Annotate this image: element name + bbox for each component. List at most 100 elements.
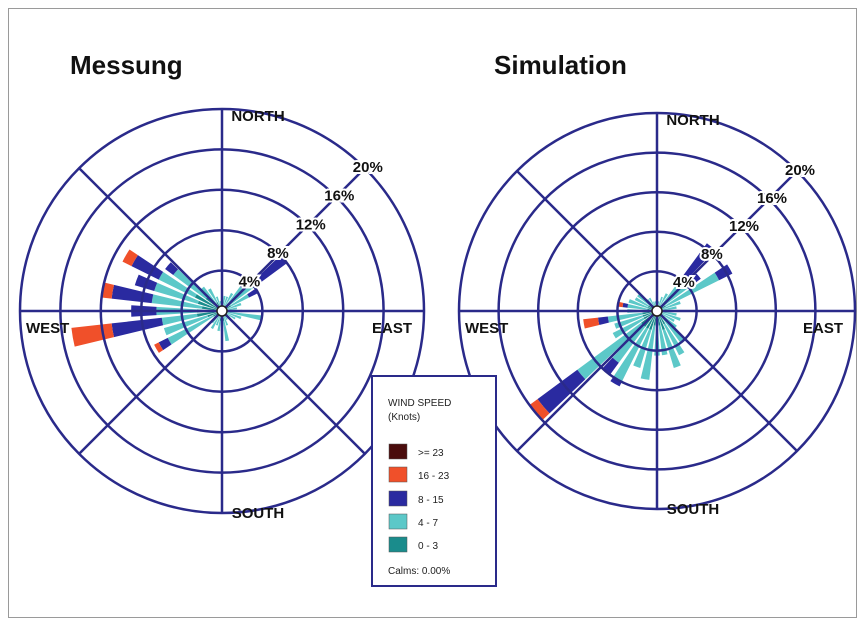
grid-labels: NORTH EAST SOUTH WEST 4% 8% 12% 16% 20%	[26, 108, 412, 522]
wind-bar-segment	[154, 282, 199, 304]
legend-swatch	[388, 466, 408, 483]
wind-bar-segment	[122, 249, 138, 267]
wind-bar-segment	[662, 279, 685, 304]
wind-bar-segment	[251, 255, 287, 287]
wind-bar-segment	[208, 288, 218, 303]
direction-label-west: WEST	[26, 320, 69, 337]
direction-label-west: WEST	[465, 320, 508, 337]
grid-spoke	[516, 310, 658, 452]
legend-label: 4 - 7	[418, 518, 438, 529]
grid-spoke	[221, 310, 366, 455]
wind-rose-messung: Messung NORTH EAST SOUTH WEST 4% 8% 12% …	[18, 50, 426, 522]
wind-bar-segment	[529, 399, 550, 421]
wind-bar-segment	[658, 325, 668, 356]
wind-bar-segment	[661, 306, 677, 311]
wind-bar-segment	[163, 315, 209, 336]
wind-bar-segment	[161, 313, 198, 326]
wind-bar-segment	[612, 325, 646, 363]
ring-label-16: 16%	[757, 190, 787, 207]
wind-bar-segment	[247, 288, 259, 298]
grid-spoke	[78, 167, 223, 312]
wind-bar-segment	[607, 312, 643, 323]
calm-center	[651, 305, 663, 317]
grid-spoke	[656, 310, 798, 452]
grid-spoke	[656, 170, 798, 312]
wind-bar-segment	[210, 315, 220, 330]
ring-label-16: 16%	[324, 188, 354, 205]
wind-bar-segment	[240, 274, 254, 290]
direction-label-south: SOUTH	[232, 505, 285, 522]
wind-bar-segment	[714, 264, 733, 281]
wind-bar-segment	[661, 301, 681, 310]
wind-bar-segment	[194, 294, 222, 311]
grid-labels: NORTH EAST SOUTH WEST 4% 8% 12% 16% 20%	[465, 112, 843, 518]
ring-label-20: 20%	[785, 162, 815, 179]
wind-bar-segment	[223, 315, 229, 326]
wind-bar-segment	[228, 286, 243, 304]
wind-bar-segment	[627, 304, 648, 310]
wind-bar-segment	[680, 243, 715, 283]
wind-bar-segment	[614, 315, 644, 329]
wind-bar-segment	[598, 316, 609, 325]
wind-bar-segment	[197, 300, 222, 311]
ring-label-4: 4%	[239, 273, 261, 290]
ring-label-8: 8%	[701, 246, 723, 263]
grid-spoke	[221, 167, 366, 312]
ring-label-12: 12%	[296, 216, 326, 233]
legend-item: 0 - 3	[388, 536, 438, 553]
wind-bar-segment	[215, 296, 221, 307]
wind-bar-segment	[101, 282, 114, 299]
wind-bar-segment	[165, 262, 179, 275]
wind-bar-segment	[226, 312, 242, 320]
wind-bar-segment	[612, 317, 645, 339]
chart-title-messung: Messung	[70, 50, 183, 80]
wind-bar-segment	[223, 296, 229, 307]
grid-spoke	[516, 170, 658, 312]
wind-bar-segment	[665, 272, 720, 307]
legend-swatch	[388, 490, 408, 507]
wind-bar-segment	[226, 311, 263, 321]
legend-swatch	[388, 443, 408, 460]
calm-center	[216, 305, 228, 317]
wind-bar-segment	[661, 313, 675, 322]
wind-bar-segment	[154, 342, 164, 353]
wind-bar-segment	[583, 317, 600, 329]
legend-item: 16 - 23	[388, 466, 450, 483]
wind-bar-segment	[226, 307, 238, 311]
direction-label-east: EAST	[372, 320, 412, 337]
direction-label-east: EAST	[803, 320, 843, 337]
wind-bar-segment	[229, 283, 255, 305]
ring-label-4: 4%	[673, 274, 695, 291]
direction-label-south: SOUTH	[667, 501, 720, 518]
wind-bar-segment	[634, 297, 649, 307]
wind-bar-segment	[689, 273, 701, 285]
wind-bar-segment	[663, 323, 685, 356]
legend-calms: Calms: 0.00%	[388, 566, 450, 577]
wind-bar-segment	[662, 318, 685, 343]
wind-rose-simulation: Simulation NORTH EAST SOUTH WEST 4% 8% 1…	[457, 50, 857, 518]
grid-spoke	[78, 310, 223, 455]
ring-label-12: 12%	[729, 218, 759, 235]
wind-bar-segment	[201, 286, 216, 304]
wind-bar-segment	[151, 294, 203, 309]
wind-bar-segment	[661, 312, 681, 321]
wind-bar-segment	[167, 315, 214, 345]
wind-bar-segment	[653, 301, 656, 307]
wind-bar-segment	[196, 311, 222, 317]
wind-bar-segment	[217, 320, 221, 332]
wind-bar-segment	[537, 369, 586, 414]
wind-bar-segment	[658, 296, 663, 307]
wind-bar-segment	[224, 292, 234, 307]
wind-bar-segment	[224, 315, 228, 320]
legend-item: 8 - 15	[388, 490, 444, 507]
wind-bar-segment	[664, 280, 693, 306]
wind-bar-segment	[628, 299, 648, 309]
ring-label-20: 20%	[353, 159, 383, 176]
wind-bar-segment	[613, 327, 649, 382]
legend-label: 16 - 23	[418, 471, 450, 482]
wind-bar-segment	[111, 317, 164, 338]
legend-subtitle: (Knots)	[388, 412, 420, 423]
wind-bar-segment	[622, 302, 629, 308]
wind-bar-segment	[610, 377, 622, 387]
